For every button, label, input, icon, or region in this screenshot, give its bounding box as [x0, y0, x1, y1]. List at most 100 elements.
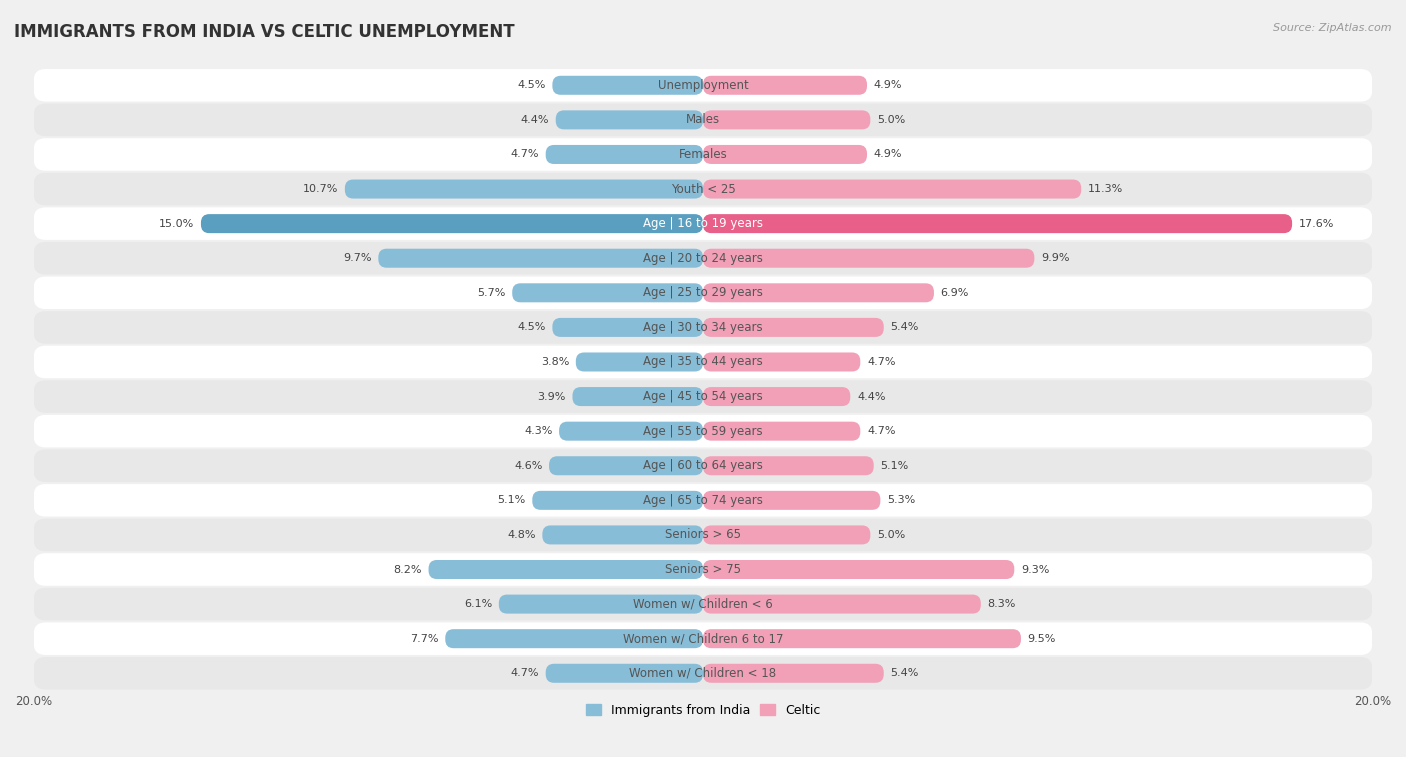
FancyBboxPatch shape: [34, 311, 1372, 344]
Text: 5.0%: 5.0%: [877, 530, 905, 540]
FancyBboxPatch shape: [703, 353, 860, 372]
Text: Age | 35 to 44 years: Age | 35 to 44 years: [643, 356, 763, 369]
FancyBboxPatch shape: [703, 525, 870, 544]
Text: 4.5%: 4.5%: [517, 80, 546, 90]
Text: 4.7%: 4.7%: [510, 668, 538, 678]
FancyBboxPatch shape: [576, 353, 703, 372]
Text: 9.3%: 9.3%: [1021, 565, 1049, 575]
FancyBboxPatch shape: [34, 242, 1372, 275]
Text: Age | 25 to 29 years: Age | 25 to 29 years: [643, 286, 763, 299]
FancyBboxPatch shape: [703, 76, 868, 95]
FancyBboxPatch shape: [543, 525, 703, 544]
Text: 4.7%: 4.7%: [510, 149, 538, 160]
FancyBboxPatch shape: [703, 560, 1014, 579]
FancyBboxPatch shape: [560, 422, 703, 441]
FancyBboxPatch shape: [34, 346, 1372, 378]
FancyBboxPatch shape: [34, 207, 1372, 240]
Text: 11.3%: 11.3%: [1088, 184, 1123, 194]
FancyBboxPatch shape: [34, 622, 1372, 655]
Text: 9.7%: 9.7%: [343, 254, 371, 263]
Text: 6.9%: 6.9%: [941, 288, 969, 298]
Text: 5.3%: 5.3%: [887, 495, 915, 506]
Text: 7.7%: 7.7%: [411, 634, 439, 643]
FancyBboxPatch shape: [34, 415, 1372, 447]
FancyBboxPatch shape: [34, 657, 1372, 690]
Text: Seniors > 75: Seniors > 75: [665, 563, 741, 576]
Text: 9.5%: 9.5%: [1028, 634, 1056, 643]
FancyBboxPatch shape: [703, 214, 1292, 233]
FancyBboxPatch shape: [703, 594, 981, 614]
FancyBboxPatch shape: [499, 594, 703, 614]
Text: 4.4%: 4.4%: [520, 115, 548, 125]
Text: 8.2%: 8.2%: [394, 565, 422, 575]
FancyBboxPatch shape: [34, 519, 1372, 551]
Text: IMMIGRANTS FROM INDIA VS CELTIC UNEMPLOYMENT: IMMIGRANTS FROM INDIA VS CELTIC UNEMPLOY…: [14, 23, 515, 41]
Text: 3.9%: 3.9%: [537, 391, 565, 401]
Text: 4.5%: 4.5%: [517, 322, 546, 332]
Text: 6.1%: 6.1%: [464, 599, 492, 609]
FancyBboxPatch shape: [34, 276, 1372, 309]
Text: 4.6%: 4.6%: [515, 461, 543, 471]
FancyBboxPatch shape: [34, 380, 1372, 413]
Text: Age | 60 to 64 years: Age | 60 to 64 years: [643, 459, 763, 472]
Text: Youth < 25: Youth < 25: [671, 182, 735, 195]
Legend: Immigrants from India, Celtic: Immigrants from India, Celtic: [581, 699, 825, 721]
FancyBboxPatch shape: [548, 456, 703, 475]
FancyBboxPatch shape: [34, 588, 1372, 620]
Text: 9.9%: 9.9%: [1040, 254, 1070, 263]
Text: Age | 65 to 74 years: Age | 65 to 74 years: [643, 494, 763, 507]
Text: Seniors > 65: Seniors > 65: [665, 528, 741, 541]
Text: 3.8%: 3.8%: [541, 357, 569, 367]
Text: 4.3%: 4.3%: [524, 426, 553, 436]
FancyBboxPatch shape: [34, 104, 1372, 136]
FancyBboxPatch shape: [703, 422, 860, 441]
FancyBboxPatch shape: [703, 318, 884, 337]
Text: Females: Females: [679, 148, 727, 161]
FancyBboxPatch shape: [703, 283, 934, 302]
FancyBboxPatch shape: [553, 76, 703, 95]
FancyBboxPatch shape: [34, 450, 1372, 482]
Text: 15.0%: 15.0%: [159, 219, 194, 229]
FancyBboxPatch shape: [201, 214, 703, 233]
Text: 4.9%: 4.9%: [873, 80, 903, 90]
FancyBboxPatch shape: [34, 69, 1372, 101]
Text: 17.6%: 17.6%: [1299, 219, 1334, 229]
Text: 4.8%: 4.8%: [508, 530, 536, 540]
Text: Age | 45 to 54 years: Age | 45 to 54 years: [643, 390, 763, 403]
FancyBboxPatch shape: [34, 173, 1372, 205]
FancyBboxPatch shape: [344, 179, 703, 198]
Text: Women w/ Children < 18: Women w/ Children < 18: [630, 667, 776, 680]
Text: 5.7%: 5.7%: [477, 288, 506, 298]
FancyBboxPatch shape: [429, 560, 703, 579]
Text: Women w/ Children < 6: Women w/ Children < 6: [633, 597, 773, 611]
FancyBboxPatch shape: [546, 664, 703, 683]
Text: Source: ZipAtlas.com: Source: ZipAtlas.com: [1274, 23, 1392, 33]
FancyBboxPatch shape: [703, 387, 851, 406]
FancyBboxPatch shape: [533, 491, 703, 510]
Text: Unemployment: Unemployment: [658, 79, 748, 92]
FancyBboxPatch shape: [572, 387, 703, 406]
FancyBboxPatch shape: [555, 111, 703, 129]
Text: 5.1%: 5.1%: [498, 495, 526, 506]
Text: 4.7%: 4.7%: [868, 426, 896, 436]
FancyBboxPatch shape: [703, 145, 868, 164]
FancyBboxPatch shape: [553, 318, 703, 337]
FancyBboxPatch shape: [34, 139, 1372, 171]
FancyBboxPatch shape: [703, 629, 1021, 648]
Text: 4.9%: 4.9%: [873, 149, 903, 160]
FancyBboxPatch shape: [703, 249, 1035, 268]
FancyBboxPatch shape: [703, 111, 870, 129]
FancyBboxPatch shape: [378, 249, 703, 268]
FancyBboxPatch shape: [703, 179, 1081, 198]
Text: 5.0%: 5.0%: [877, 115, 905, 125]
FancyBboxPatch shape: [546, 145, 703, 164]
Text: 4.7%: 4.7%: [868, 357, 896, 367]
FancyBboxPatch shape: [703, 664, 884, 683]
FancyBboxPatch shape: [34, 484, 1372, 516]
FancyBboxPatch shape: [34, 553, 1372, 586]
FancyBboxPatch shape: [446, 629, 703, 648]
FancyBboxPatch shape: [703, 491, 880, 510]
Text: Age | 55 to 59 years: Age | 55 to 59 years: [643, 425, 763, 438]
Text: 5.4%: 5.4%: [890, 668, 918, 678]
Text: Age | 16 to 19 years: Age | 16 to 19 years: [643, 217, 763, 230]
